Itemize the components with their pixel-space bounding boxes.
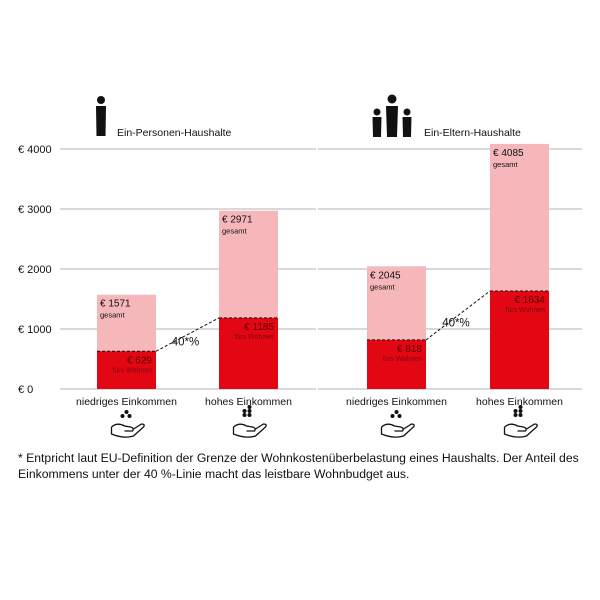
total-sublabel: gesamt xyxy=(100,311,126,320)
low-income-hand-coins-icon xyxy=(380,410,415,438)
coin-dot xyxy=(394,410,399,414)
total-sublabel: gesamt xyxy=(493,160,519,169)
forty-percent-connector xyxy=(425,290,491,341)
panel-title: Ein-Personen-Haushalte xyxy=(117,127,232,139)
annotation-label: 40*% xyxy=(442,317,470,329)
coin-dot xyxy=(397,414,402,418)
child-body xyxy=(372,117,382,137)
coin-dot xyxy=(390,414,395,418)
housing-sublabel: fürs Wohnen xyxy=(382,356,422,363)
coin-dot xyxy=(518,405,523,409)
child-body xyxy=(402,117,412,137)
coin-dot xyxy=(513,413,518,417)
coin-dot xyxy=(518,413,523,417)
category-label: hohes Einkommen xyxy=(205,396,292,408)
hand-shape xyxy=(232,423,267,438)
forty-percent-connector xyxy=(155,317,220,352)
parent-with-children-icon xyxy=(372,94,412,137)
coin-dot xyxy=(247,413,252,417)
y-tick-label: € 3000 xyxy=(18,204,52,216)
bar-housing xyxy=(490,290,549,389)
hand-shape xyxy=(503,423,538,438)
footnote: * Entpricht laut EU-Definition der Grenz… xyxy=(18,451,579,481)
category-label: niedriges Einkommen xyxy=(346,396,447,408)
child-head xyxy=(373,108,381,116)
bar-housing xyxy=(97,351,156,389)
housing-value-label: € 1185 xyxy=(244,322,274,333)
total-value-label: € 2971 xyxy=(222,215,253,226)
housing-value-label: € 818 xyxy=(397,344,422,355)
panel-title: Ein-Eltern-Haushalte xyxy=(424,127,521,139)
coin-dot xyxy=(247,409,252,413)
y-tick-label: € 1000 xyxy=(18,324,52,336)
parent-body xyxy=(386,106,398,137)
coin-dot xyxy=(513,409,518,413)
housing-sublabel: fürs Wohnen xyxy=(234,334,274,341)
y-tick-label: € 2000 xyxy=(18,264,52,276)
child-head xyxy=(403,108,411,116)
coin-dot xyxy=(124,410,129,414)
total-value-label: € 1571 xyxy=(100,299,131,310)
high-income-hand-coins-icon xyxy=(232,405,267,438)
total-value-label: € 2045 xyxy=(370,270,401,281)
bar-housing xyxy=(367,339,426,389)
total-sublabel: gesamt xyxy=(370,282,396,291)
category-label: hohes Einkommen xyxy=(476,396,563,408)
hand-shape xyxy=(110,423,145,438)
high-income-hand-coins-icon xyxy=(503,405,538,438)
annotation-label: 40*% xyxy=(172,337,200,349)
person-head xyxy=(97,96,105,104)
coin-dot xyxy=(120,414,125,418)
coin-dot xyxy=(518,409,523,413)
coin-dot xyxy=(242,409,247,413)
total-value-label: € 4085 xyxy=(493,148,524,159)
y-tick-label: € 4000 xyxy=(18,144,52,156)
parent-head xyxy=(387,94,397,104)
housing-value-label: € 629 xyxy=(127,355,152,366)
housing-sublabel: fürs Wohnen xyxy=(112,367,152,374)
housing-sublabel: fürs Wohnen xyxy=(505,307,545,314)
bar-housing xyxy=(219,317,278,389)
single-person-icon xyxy=(96,96,106,136)
low-income-hand-coins-icon xyxy=(110,410,145,438)
coin-dot xyxy=(247,405,252,409)
hand-shape xyxy=(380,423,415,438)
housing-value-label: € 1634 xyxy=(514,295,545,306)
coin-dot xyxy=(242,413,247,417)
y-tick-label: € 0 xyxy=(18,384,33,396)
person-body xyxy=(96,106,106,136)
coin-dot xyxy=(127,414,132,418)
total-sublabel: gesamt xyxy=(222,227,248,236)
category-label: niedriges Einkommen xyxy=(76,396,177,408)
